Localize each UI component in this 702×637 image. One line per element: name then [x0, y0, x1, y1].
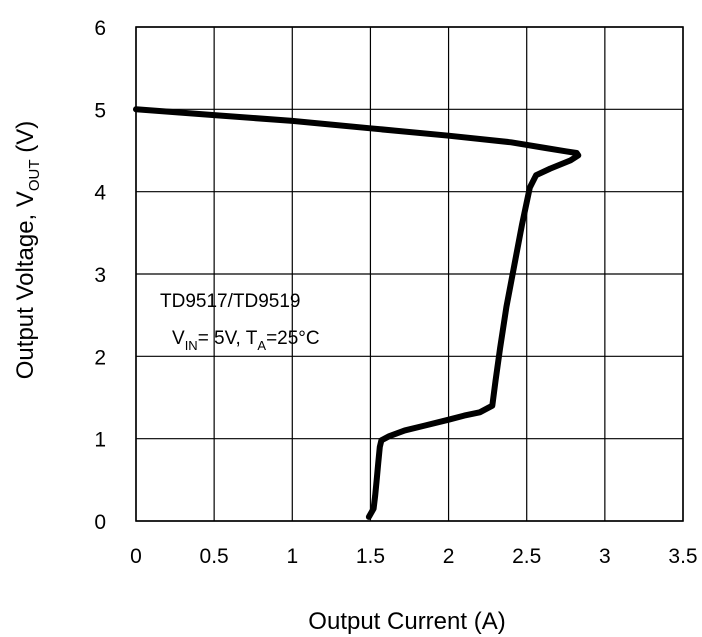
y-tick-label: 6	[94, 17, 106, 40]
y-tick-label: 5	[94, 99, 106, 122]
y-tick-labels: 0 1 2 3 4 5 6	[94, 17, 106, 534]
annotation-conditions: VIN= 5V, TA=25°C	[172, 328, 320, 353]
y-tick-label: 4	[94, 182, 106, 205]
y-tick-label: 2	[94, 346, 106, 369]
series-line-voltage-current	[133, 106, 582, 520]
x-axis-title: Output Current (A)	[308, 608, 505, 635]
x-tick-labels: 0 0.5 1 1.5 2 2.5 3 3.5	[130, 545, 697, 568]
x-tick-label: 3	[599, 545, 611, 568]
x-tick-label: 2.5	[512, 545, 541, 568]
x-tick-label: 0.5	[200, 545, 229, 568]
y-tick-label: 0	[94, 511, 106, 534]
grid	[135, 26, 684, 522]
y-tick-label: 1	[94, 429, 106, 452]
y-tick-label: 3	[94, 264, 106, 287]
x-tick-label: 2	[443, 545, 455, 568]
x-tick-label: 3.5	[668, 545, 697, 568]
x-tick-label: 1.5	[356, 545, 385, 568]
x-tick-label: 0	[130, 545, 142, 568]
y-axis-title: Output Voltage, VOUT (V)	[12, 121, 43, 379]
annotation-device: TD9517/TD9519	[160, 291, 300, 312]
plot-frame	[135, 26, 684, 522]
x-tick-label: 1	[286, 545, 298, 568]
